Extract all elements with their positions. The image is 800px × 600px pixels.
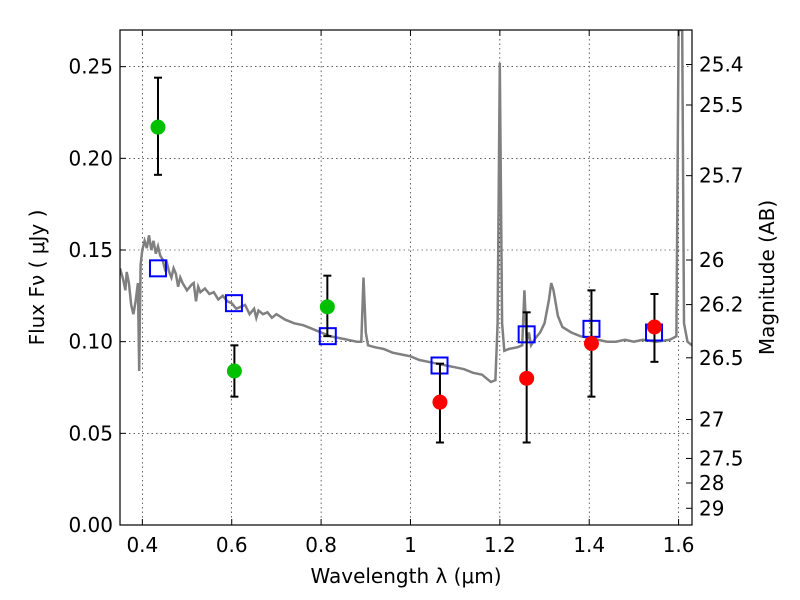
y-tick-label: 0.00	[68, 513, 113, 537]
x-tick-label: 0.4	[126, 533, 158, 557]
x-tick-label: 1.6	[663, 533, 695, 557]
mag-tick-label: 28	[699, 471, 724, 495]
observed-point	[319, 299, 335, 315]
observed-point	[150, 119, 166, 135]
y-axis-right-label: Magnitude (AB)	[755, 200, 779, 355]
observed-point	[432, 394, 448, 410]
mag-tick-label: 26.5	[699, 346, 744, 370]
observed-point	[519, 370, 535, 386]
model-spectrum-line	[120, 30, 692, 384]
y-tick-label: 0.20	[68, 146, 113, 170]
mag-tick-label: 25.7	[699, 164, 744, 188]
x-tick-label: 1.2	[484, 533, 516, 557]
x-tick-label: 0.8	[305, 533, 337, 557]
observed-point	[583, 336, 599, 351]
mag-tick-label: 25.4	[699, 52, 744, 76]
grid-lines	[120, 30, 692, 526]
axis-ticks: 0.4 0.6 0.8 1 1.2 1.4 1.6 0.00 0.05 0.10 0.15 0.20 0…	[68, 30, 744, 557]
mag-tick-label: 27.5	[699, 446, 744, 470]
axes-frame	[119, 29, 693, 526]
x-tick-label: 1.4	[573, 533, 605, 557]
y-tick-label: 0.10	[68, 330, 113, 354]
mag-tick-label: 26	[699, 248, 724, 272]
x-axis-label: Wavelength λ (μm)	[310, 564, 501, 588]
model-photometry-square	[224, 294, 243, 313]
mag-tick-label: 25.5	[699, 93, 744, 117]
y-axis-label: Flux Fν ( μJy )	[25, 210, 49, 346]
x-tick-label: 1	[404, 533, 417, 557]
mag-tick-label: 26.2	[699, 293, 744, 317]
y-tick-label: 0.25	[68, 55, 113, 79]
mag-tick-label: 27	[699, 408, 724, 432]
mag-tick-label: 29	[699, 496, 724, 520]
y-tick-label: 0.15	[68, 238, 113, 262]
y-tick-label: 0.05	[68, 421, 113, 445]
plot-area	[120, 30, 692, 444]
x-tick-label: 0.6	[216, 533, 248, 557]
observed-point	[646, 319, 662, 335]
model-photometry-square	[148, 259, 167, 278]
observed-point	[226, 363, 242, 379]
